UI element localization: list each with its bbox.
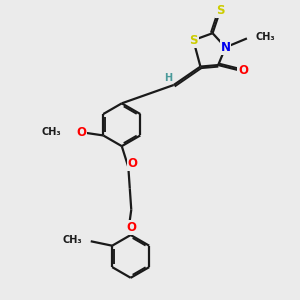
Text: N: N <box>220 41 230 54</box>
Text: S: S <box>216 4 224 17</box>
Text: CH₃: CH₃ <box>63 235 82 245</box>
Text: O: O <box>238 64 248 77</box>
Text: H: H <box>164 74 172 83</box>
Text: O: O <box>126 221 136 234</box>
Text: O: O <box>128 157 137 170</box>
Text: O: O <box>76 126 86 139</box>
Text: CH₃: CH₃ <box>255 32 275 42</box>
Text: CH₃: CH₃ <box>42 127 62 137</box>
Text: S: S <box>189 34 198 47</box>
